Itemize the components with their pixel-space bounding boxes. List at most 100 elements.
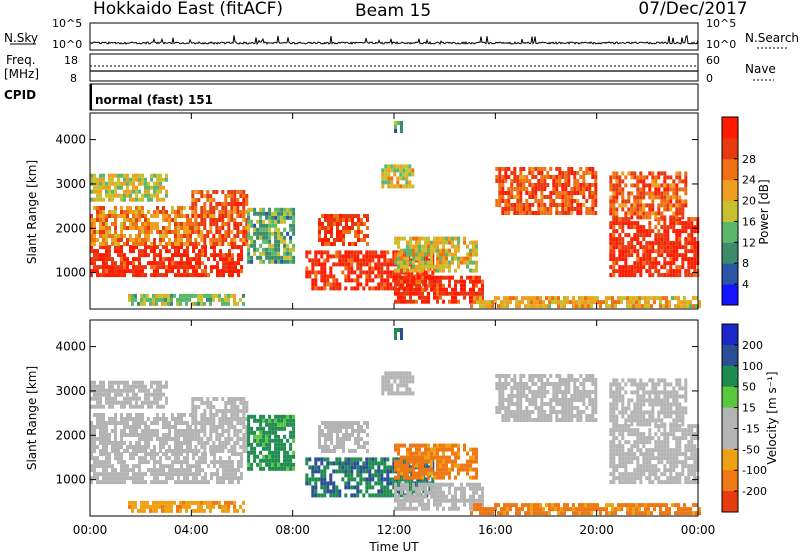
power-cell <box>135 234 138 238</box>
power-cell <box>618 257 622 262</box>
velocity-cell <box>399 375 403 380</box>
power-cell <box>445 256 448 261</box>
power-cell <box>274 243 278 248</box>
power-cell <box>684 187 688 192</box>
power-cell <box>500 304 503 309</box>
velocity-cell <box>350 485 354 490</box>
velocity-cell <box>156 404 159 409</box>
power-cell <box>415 279 418 284</box>
velocity-cell <box>247 426 251 431</box>
power-cell <box>286 243 290 248</box>
power-cell <box>99 257 102 262</box>
velocity-cell <box>268 442 272 447</box>
velocity-cell <box>336 433 339 437</box>
power-cell <box>639 215 643 220</box>
velocity-cell <box>421 443 424 448</box>
velocity-cell <box>384 375 388 380</box>
velocity-cell <box>495 382 499 386</box>
power-cell <box>90 197 93 202</box>
power-cell <box>627 211 631 216</box>
power-cell <box>141 197 144 202</box>
velocity-cell <box>135 480 138 485</box>
velocity-cell <box>123 441 126 445</box>
power-cell <box>546 183 550 187</box>
velocity-cell <box>111 472 114 477</box>
velocity-cell <box>402 391 406 396</box>
power-cell <box>436 279 439 284</box>
power-cell <box>311 286 315 291</box>
power-cell <box>558 171 562 175</box>
power-cell <box>663 257 667 262</box>
velocity-cell <box>475 475 478 480</box>
velocity-cell <box>259 466 263 471</box>
power-cell <box>99 230 102 234</box>
velocity-cell <box>153 480 156 485</box>
power-cell <box>191 194 195 198</box>
velocity-cell <box>498 386 502 390</box>
colorbar-tick-label: 4 <box>742 278 749 291</box>
power-cell <box>642 211 646 216</box>
velocity-cell <box>204 472 207 477</box>
power-cell <box>516 207 520 211</box>
power-cell <box>397 291 400 296</box>
power-cell <box>265 215 269 220</box>
power-cell <box>195 265 198 270</box>
power-cell <box>233 202 237 206</box>
power-cell <box>675 229 679 234</box>
power-cell <box>233 206 237 210</box>
velocity-cell <box>150 472 153 477</box>
power-cell <box>566 300 569 305</box>
velocity-cell <box>212 421 216 425</box>
power-cell <box>308 274 312 279</box>
power-cell <box>579 183 583 187</box>
power-cell <box>111 269 114 274</box>
velocity-cell <box>93 380 96 385</box>
velocity-cell <box>150 400 153 405</box>
power-cell <box>141 238 144 242</box>
power-cell <box>215 206 219 210</box>
velocity-cell <box>507 418 511 422</box>
power-cell <box>366 226 369 230</box>
power-cell <box>268 231 272 236</box>
power-cell <box>233 210 237 214</box>
power-cell <box>90 173 93 178</box>
velocity-cell <box>174 445 177 449</box>
power-cell <box>660 225 664 230</box>
power-cell <box>234 261 237 266</box>
power-cell <box>165 249 168 254</box>
power-cell <box>648 253 652 258</box>
power-cell <box>327 242 330 246</box>
velocity-cell <box>227 433 231 437</box>
velocity-cell <box>177 417 180 421</box>
velocity-cell <box>221 445 225 449</box>
power-cell <box>228 265 231 270</box>
velocity-cell <box>405 383 409 388</box>
velocity-cell <box>96 437 99 441</box>
power-cell <box>406 256 409 261</box>
velocity-cell <box>242 421 246 425</box>
power-cell <box>633 221 637 226</box>
power-cell <box>239 202 243 206</box>
velocity-cell <box>409 502 412 507</box>
velocity-cell <box>215 409 219 413</box>
power-cell <box>206 190 210 194</box>
power-cell <box>504 207 508 211</box>
velocity-cell <box>445 467 448 472</box>
velocity-cell <box>362 461 366 466</box>
velocity-cell <box>183 413 186 417</box>
velocity-cell <box>105 433 108 437</box>
power-cell <box>99 181 102 186</box>
power-cell <box>651 245 655 250</box>
velocity-cell <box>262 466 266 471</box>
power-cell <box>102 234 105 238</box>
power-cell <box>630 245 634 250</box>
power-cell <box>645 215 649 220</box>
power-cell <box>531 183 535 187</box>
power-cell <box>356 282 360 287</box>
power-cell <box>406 268 409 273</box>
power-cell <box>503 304 506 309</box>
power-cell <box>570 171 574 175</box>
power-cell <box>105 269 108 274</box>
velocity-cell <box>156 468 159 473</box>
power-cell <box>633 225 637 230</box>
